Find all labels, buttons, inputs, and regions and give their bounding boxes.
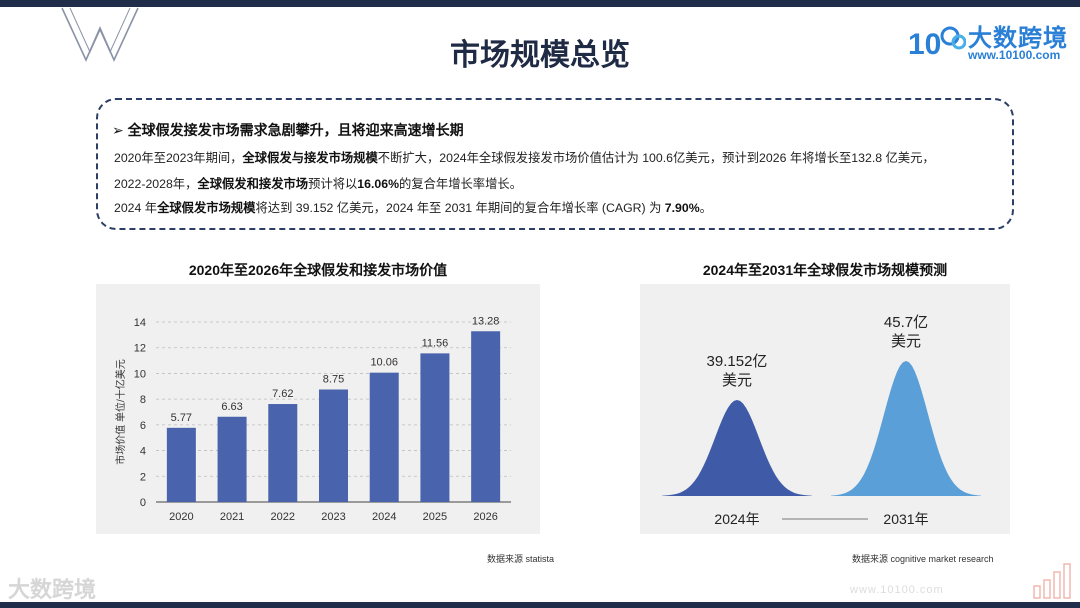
bar-value-label: 8.75 xyxy=(323,374,344,386)
y-tick-label: 12 xyxy=(134,343,146,355)
bar-chart-panel: 0 2 4 6 8 10 12 14 市场价值 单位/十亿美元 5.77 2020 6.63 2021 7… xyxy=(96,284,540,534)
y-tick-label: 4 xyxy=(140,446,146,458)
bar-value-label: 13.28 xyxy=(472,315,500,327)
summary-run: 7.90% xyxy=(664,201,700,215)
x-tick-label: 2020 xyxy=(169,511,193,523)
summary-run: 16.06% xyxy=(357,177,400,191)
bar-value-label: 6.63 xyxy=(221,401,242,413)
brand-mark-icon: 10 xyxy=(908,26,966,61)
y-tick-label: 0 xyxy=(140,497,146,509)
forecast-chart-panel: 39.152亿 美元 2024年 45.7亿 美元 2031年 xyxy=(640,284,1010,534)
bar-chart: 0 2 4 6 8 10 12 14 市场价值 单位/十亿美元 5.77 2020 6.63 2021 7… xyxy=(114,315,511,523)
arrow-marker-icon: ➢ xyxy=(112,122,124,138)
brand-mark-text: 10 xyxy=(908,28,941,61)
bar-value-label: 7.62 xyxy=(272,388,293,400)
y-tick-label: 8 xyxy=(140,394,146,406)
summary-run: 全球假发和接发市场 xyxy=(197,177,309,191)
summary-run: 2020年至2023年期间， xyxy=(114,151,243,165)
bottom-bar xyxy=(0,602,1080,608)
summary-line-3: 2024 年全球假发市场规模将达到 39.152 亿美元，2024 年至 203… xyxy=(114,198,712,216)
year-label: 2031年 xyxy=(883,511,928,527)
bar xyxy=(319,389,348,502)
watermark-text: 大数跨境 xyxy=(8,577,97,602)
x-tick-label: 2026 xyxy=(473,511,497,523)
x-tick-label: 2022 xyxy=(271,511,295,523)
summary-run: 的复合年增长率增长。 xyxy=(399,177,522,191)
curve-value-label: 45.7亿 xyxy=(884,314,928,331)
summary-run: 全球假发市场规模 xyxy=(157,201,256,215)
bar xyxy=(471,331,501,502)
bar-value-label: 10.06 xyxy=(370,357,398,369)
bar-value-label: 5.77 xyxy=(171,412,192,424)
distribution-curve xyxy=(831,361,981,496)
summary-line-1: 2020年至2023年期间，全球假发与接发市场规模不断扩大，2024年全球假发接… xyxy=(114,148,935,166)
distribution-curve xyxy=(662,400,812,496)
summary-run: 全球假发与接发市场规模 xyxy=(242,151,378,165)
summary-run: 预计将以 xyxy=(308,177,358,191)
y-tick-label: 6 xyxy=(140,420,146,432)
watermark-url: www.10100.com xyxy=(850,584,944,596)
summary-box: ➢ 全球假发接发市场需求急剧攀升，且将迎来高速增长期 2020年至2023年期间… xyxy=(96,98,1014,230)
page-title: 市场规模总览 xyxy=(450,39,630,72)
summary-run: 2024 年 xyxy=(114,201,158,215)
y-tick-label: 14 xyxy=(134,317,146,329)
x-tick-label: 2023 xyxy=(321,511,345,523)
x-tick-label: 2024 xyxy=(372,511,396,523)
brand-url: www.10100.com xyxy=(968,48,1061,62)
summary-run: 将达到 39.152 亿美元，2024 年至 2031 年期间的复合年增长率 (… xyxy=(255,201,665,215)
summary-line-2: 2022-2028年，全球假发和接发市场预计将以16.06%的复合年增长率增长。 xyxy=(114,174,522,192)
summary-heading-text: 全球假发接发市场需求急剧攀升，且将迎来高速增长期 xyxy=(127,122,464,138)
top-bar xyxy=(0,0,1080,7)
curve-value-label: 39.152亿 xyxy=(707,353,768,370)
summary-run: 。 xyxy=(699,201,712,215)
y-axis-label: 市场价值 单位/十亿美元 xyxy=(114,359,127,465)
growth-bars-icon xyxy=(1033,563,1071,599)
bar xyxy=(166,427,196,502)
y-tick-label: 2 xyxy=(140,471,146,483)
bar-chart-source: 数据来源 statista xyxy=(487,554,555,564)
summary-run: 2022-2028年， xyxy=(114,177,198,191)
x-tick-label: 2025 xyxy=(423,511,447,523)
y-tick-label: 10 xyxy=(134,368,146,380)
curve-value-label: 美元 xyxy=(891,333,921,350)
forecast-chart-title: 2024年至2031年全球假发市场规模预测 xyxy=(702,262,948,278)
year-label: 2024年 xyxy=(714,511,759,527)
bar xyxy=(369,372,399,502)
summary-run: 不断扩大，2024年全球假发接发市场价值估计为 100.6亿美元，预计到2026… xyxy=(377,151,935,165)
bar xyxy=(268,404,298,502)
curve-value-label: 美元 xyxy=(722,372,752,389)
w-logo-icon xyxy=(61,7,139,62)
bar xyxy=(217,416,247,502)
x-tick-label: 2021 xyxy=(220,511,244,523)
bar xyxy=(420,353,450,502)
brand-logo: 10 大数跨境 www.10100.com xyxy=(906,18,1076,66)
forecast-chart-source: 数据来源 cognitive market research xyxy=(852,554,994,564)
bar-chart-title: 2020年至2026年全球假发和接发市场价值 xyxy=(188,262,448,278)
summary-heading: ➢ 全球假发接发市场需求急剧攀升，且将迎来高速增长期 xyxy=(112,120,464,140)
brand-name: 大数跨境 xyxy=(968,25,1068,52)
bar-value-label: 11.56 xyxy=(422,337,449,349)
